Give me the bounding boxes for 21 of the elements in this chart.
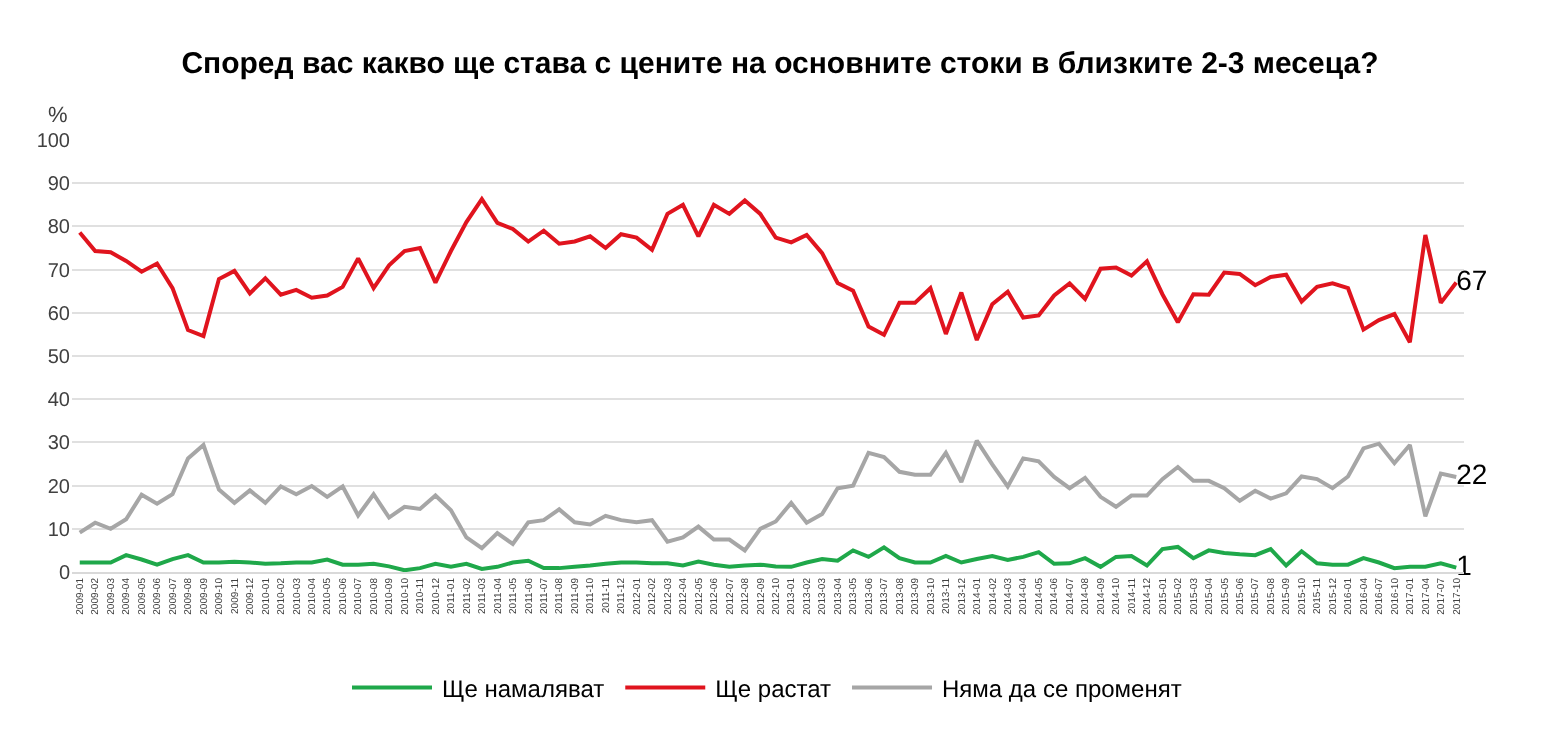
data-label: 22: [1456, 457, 1488, 490]
y-axis-title: %: [48, 104, 68, 128]
y-tick-label: 50: [47, 347, 71, 369]
y-tick-label: 40: [47, 390, 71, 413]
y-tick-label: 80: [47, 217, 71, 240]
line-series: [77, 438, 1459, 553]
y-tick-label: 100: [36, 131, 71, 153]
legend-label: Ще намаляват: [442, 674, 606, 703]
y-tick-label: 90: [47, 174, 71, 197]
legend-label: Няма да се променят: [942, 674, 1183, 703]
y-tick-label: 30: [47, 433, 71, 456]
line-series: [77, 197, 1459, 345]
chart-title: Според вас какво ще става с цените на основните стоки в близките 2-3 месеца?: [181, 46, 1379, 81]
y-tick-label: 0: [58, 563, 71, 585]
data-label: 67: [1456, 263, 1488, 296]
line-series: [77, 544, 1459, 572]
y-tick-label: 70: [47, 260, 71, 283]
y-tick-label: 10: [47, 519, 71, 542]
legend-label: Ще растат: [715, 674, 833, 703]
y-tick-label: 60: [47, 303, 71, 326]
y-tick-label: 20: [47, 476, 71, 499]
